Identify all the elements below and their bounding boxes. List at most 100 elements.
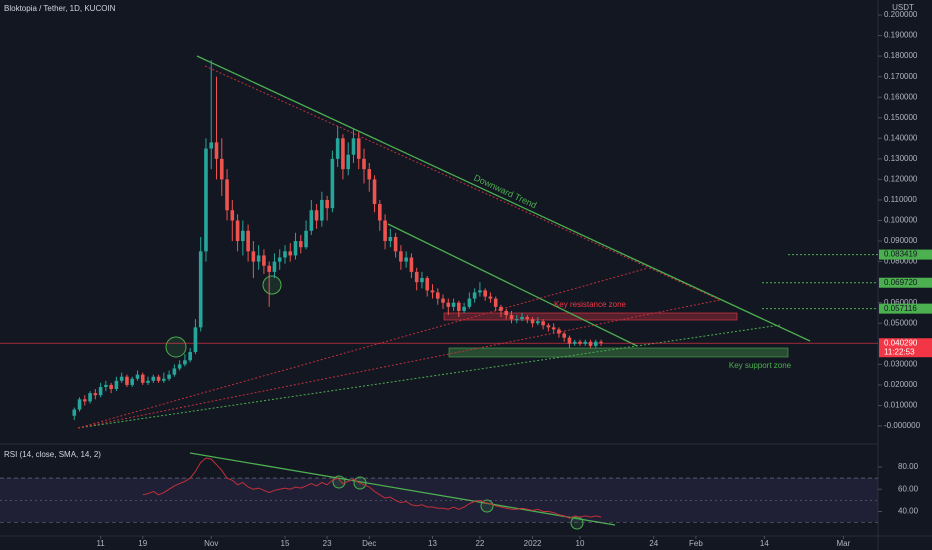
candle-body [393, 236, 398, 252]
x-tick-label: Feb [689, 539, 703, 548]
candle-body [430, 290, 435, 293]
candle-body [404, 257, 408, 262]
candle-body [351, 138, 356, 155]
candle-body [125, 376, 129, 385]
y-tick-label: 0.110000 [884, 195, 917, 204]
candle-body [283, 251, 287, 258]
candle-body [230, 210, 235, 221]
candle-body [562, 333, 566, 338]
y-tick-label: 0.080000 [884, 257, 918, 266]
candle-body [593, 341, 598, 346]
candle-body [330, 158, 335, 209]
support-zone [448, 347, 789, 358]
candle-body [572, 341, 577, 344]
candle-body [309, 210, 314, 231]
x-tick-label: Nov [204, 539, 218, 548]
candle-body [72, 409, 77, 416]
level-tag-label: 0.083419 [884, 250, 918, 259]
level-tag-label: 0.057116 [884, 304, 917, 313]
x-tick-label: 23 [323, 539, 332, 548]
candle-body [98, 386, 103, 396]
y-tick-label: 0.140000 [884, 133, 918, 142]
candle-body [277, 257, 282, 262]
level-tag [879, 277, 932, 288]
candle-body [135, 374, 140, 379]
rsi-band-fill [0, 478, 878, 522]
candle-body [77, 399, 82, 410]
countdown-label: 11:22:53 [884, 347, 915, 356]
candle-body [146, 380, 150, 383]
candle-body [425, 278, 430, 291]
candle-body [478, 290, 482, 293]
candle-body [499, 306, 503, 311]
candle-body [341, 138, 345, 170]
rsi-y-tick-label: 60.00 [898, 484, 919, 493]
y-tick-label: 0.050000 [884, 318, 918, 327]
candle-body [420, 278, 424, 283]
rsi-y-tick-label: 40.00 [898, 507, 919, 516]
candle-body [504, 310, 509, 316]
rsi-line [142, 457, 602, 519]
y-tick-label: -0.000000 [884, 421, 921, 430]
candle-body [441, 298, 445, 303]
candle-body [409, 257, 414, 272]
candle-body [256, 255, 261, 262]
resistance-label: Key resistance zone [554, 300, 627, 309]
fan-line [77, 267, 649, 429]
candle-body [162, 378, 166, 381]
candle-body [372, 179, 377, 205]
trend-line [387, 223, 638, 347]
candle-body [435, 292, 440, 299]
candle-body [457, 302, 461, 311]
candle-body [472, 292, 477, 299]
candle-body [335, 138, 340, 159]
candle-body [272, 261, 277, 272]
y-tick-label: 0.030000 [884, 359, 918, 368]
candle-body [509, 315, 514, 320]
candle-body [288, 251, 293, 256]
trend-line [196, 55, 811, 342]
candle-body [109, 384, 113, 390]
rsi-trend-line [189, 452, 616, 526]
candle-body [156, 376, 161, 381]
candle-body [198, 251, 203, 328]
y-tick-label: 0.160000 [884, 92, 918, 101]
highlight-circle [570, 516, 584, 530]
y-tick-label: 0.020000 [884, 380, 918, 389]
x-tick-label: 11 [96, 539, 105, 548]
candle-body [104, 384, 108, 387]
resistance-zone [443, 312, 738, 321]
support-label: Key support zone [729, 361, 792, 370]
candle-body [378, 204, 382, 221]
candle-body [530, 319, 535, 324]
x-tick-label: 19 [138, 539, 147, 548]
x-tick-label: 15 [281, 539, 290, 548]
candle-body [267, 265, 271, 272]
candle-body [599, 341, 603, 344]
candle-body [493, 298, 498, 307]
candle-body [414, 271, 419, 283]
candle-body [314, 210, 319, 221]
highlight-circle [480, 499, 494, 513]
candle-body [167, 374, 171, 379]
candle-body [525, 317, 530, 320]
chart-title: Bloktopia / Tether, 1D, KUCOIN [4, 4, 116, 13]
y-tick-label: 0.130000 [884, 154, 918, 163]
candle-body [262, 255, 266, 266]
candle-body [356, 138, 361, 159]
candle-body [346, 154, 351, 170]
candle-body [451, 302, 456, 307]
candle-body [446, 302, 451, 307]
candle-body [293, 241, 298, 256]
candle-body [588, 341, 593, 346]
candle-body [399, 251, 403, 262]
candle-body [93, 393, 98, 396]
fan-line [77, 299, 721, 429]
x-tick-label: 14 [760, 539, 769, 548]
drawings [0, 55, 878, 530]
candle-body [551, 327, 556, 330]
level-tag [879, 249, 932, 260]
candle-body [567, 337, 572, 344]
